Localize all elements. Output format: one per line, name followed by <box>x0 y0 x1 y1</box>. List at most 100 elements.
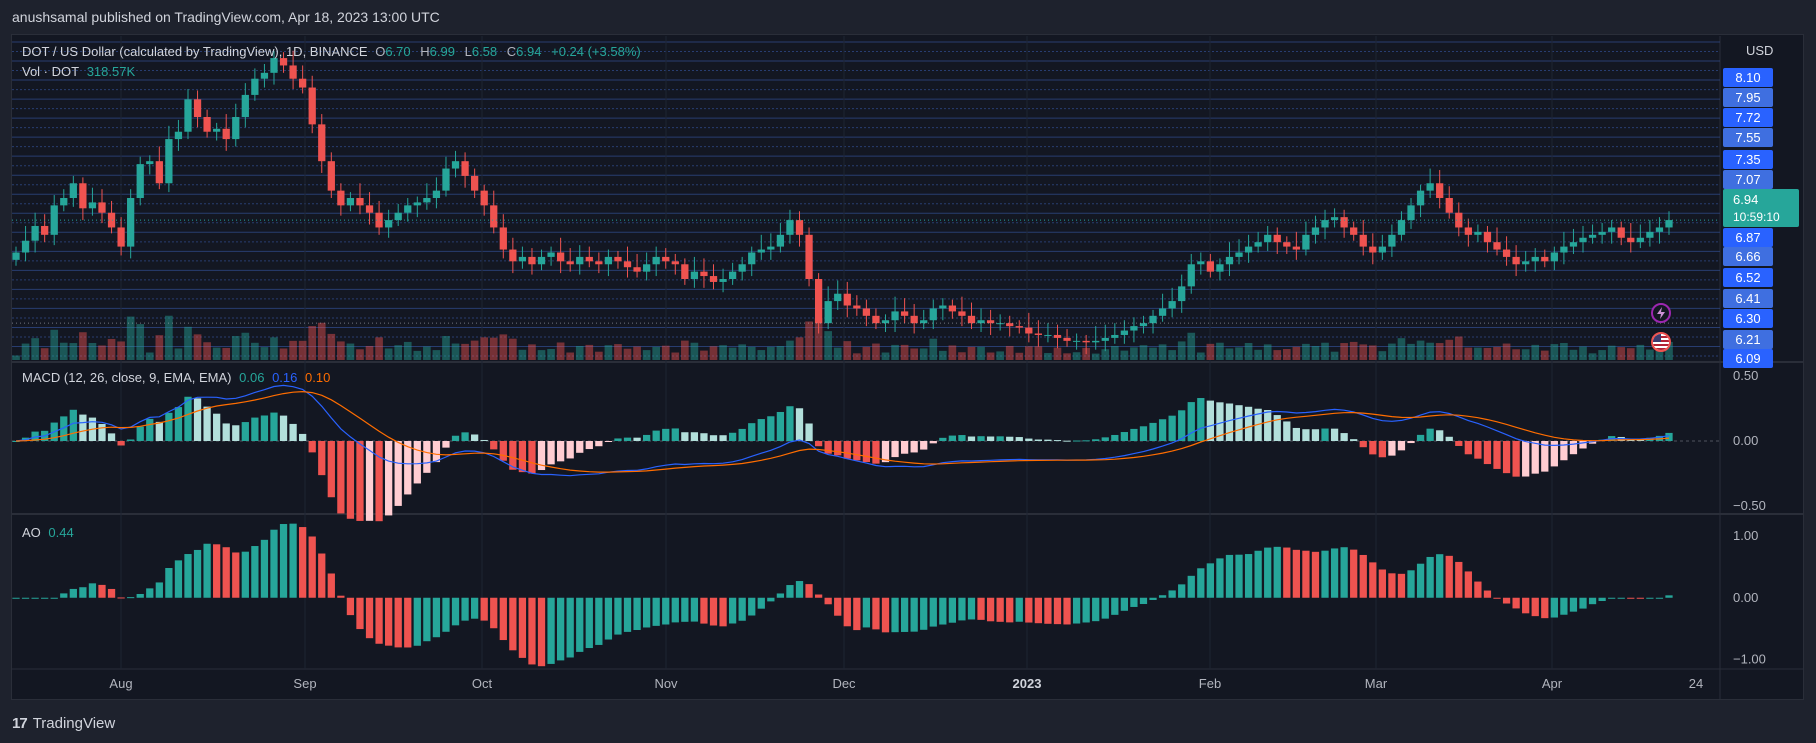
volume-bar <box>1101 349 1110 360</box>
candle-body <box>700 271 708 277</box>
ao-bar <box>595 597 603 645</box>
price-axis-box <box>1723 150 1773 169</box>
candle-body <box>1330 217 1339 221</box>
volume-bar <box>1483 347 1492 360</box>
macd-histogram-bar <box>1436 430 1444 441</box>
ao-bar <box>1130 597 1138 607</box>
macd-histogram-bar <box>709 435 718 441</box>
macd-histogram-bar <box>79 414 87 441</box>
candle-body <box>1426 183 1434 191</box>
x-tick-label: Feb <box>1199 676 1221 691</box>
price-axis-label: 7.72 <box>1735 110 1760 125</box>
volume-bar <box>1579 346 1587 360</box>
price-axis-label: 7.55 <box>1735 130 1760 145</box>
candle-body <box>165 139 173 184</box>
candle-body <box>824 301 832 324</box>
volume-bar <box>1044 353 1052 360</box>
volume-bar <box>757 350 766 360</box>
ao-bar <box>1168 590 1176 598</box>
volume-bar <box>1120 350 1129 360</box>
volume-bar <box>614 344 622 360</box>
ao-bar <box>910 597 918 632</box>
macd-histogram-bar <box>690 432 699 441</box>
macd-histogram-bar <box>193 398 202 441</box>
macd-signal-value: 0.10 <box>305 370 331 385</box>
macd-histogram-bar <box>958 435 966 441</box>
macd-histogram-bar <box>671 428 679 441</box>
lightning-icon[interactable] <box>1651 303 1671 323</box>
price-axis-box <box>1723 289 1773 308</box>
candle-body <box>98 202 106 213</box>
tradingview-brand: TradingView <box>32 715 116 732</box>
candle-body <box>69 183 77 198</box>
volume-bar <box>1225 348 1234 360</box>
macd-histogram-bar <box>509 441 517 470</box>
candle-body <box>1474 231 1482 235</box>
ao-bar <box>1522 597 1530 614</box>
candle-body <box>920 320 928 324</box>
macd-histogram-bar <box>318 441 326 476</box>
ao-bar <box>662 597 670 625</box>
macd-histogram-bar <box>1206 400 1214 441</box>
volume-bar <box>1521 349 1530 360</box>
macd-histogram-bar <box>1426 428 1434 441</box>
candle-body <box>1139 323 1148 327</box>
macd-histogram-bar <box>1292 427 1300 441</box>
ao-bar <box>1006 597 1014 623</box>
ao-bar <box>165 567 173 598</box>
candle-body <box>728 271 737 279</box>
candle-body <box>1617 227 1625 238</box>
ao-bar <box>719 597 727 627</box>
top-bar: anushsamal published on TradingView.com,… <box>0 0 1816 34</box>
volume-bar <box>50 329 59 360</box>
macd-histogram-bar <box>633 437 641 441</box>
volume-bar <box>1158 344 1167 360</box>
ao-bar <box>241 551 249 598</box>
candle-body <box>576 256 584 265</box>
candle-body <box>1053 334 1062 338</box>
candle-body <box>1178 286 1186 302</box>
macd-label[interactable]: MACD (12, 26, close, 9, EMA, EMA) <box>22 370 232 385</box>
ao-bar <box>585 597 593 649</box>
ao-bar <box>728 597 737 624</box>
x-tick-label: Nov <box>654 676 678 691</box>
ao-bar <box>537 597 546 667</box>
volume-bar <box>661 345 670 360</box>
macd-histogram-bar <box>394 441 402 506</box>
candle-body <box>1407 205 1415 221</box>
volume-bar <box>833 347 842 360</box>
volume-bar <box>681 340 689 360</box>
candle-body <box>1302 234 1310 250</box>
price-axis-label: 7.35 <box>1735 152 1760 167</box>
tradingview-logo[interactable]: 17 TradingView <box>12 715 115 732</box>
ao-bar <box>203 543 211 598</box>
macd-histogram-bar <box>1092 439 1100 441</box>
candle-body <box>642 264 651 272</box>
macd-histogram-bar <box>795 408 804 441</box>
price-axis-box <box>1723 128 1773 147</box>
volume-bar <box>1349 341 1358 360</box>
ao-bar <box>79 587 87 598</box>
macd-histogram-bar <box>805 423 813 441</box>
ao-bar <box>633 597 641 631</box>
candle-body <box>958 311 966 316</box>
volume-label[interactable]: Vol · DOT <box>22 64 80 79</box>
volume-legend: Vol · DOT 318.57K <box>22 64 139 79</box>
macd-histogram-bar <box>681 432 689 441</box>
ao-bar <box>824 597 832 605</box>
candle-body <box>1015 326 1023 328</box>
price-axis-box <box>1723 330 1773 349</box>
volume-bar <box>700 350 708 360</box>
macd-histogram-bar <box>1130 428 1138 441</box>
us-flag-icon[interactable] <box>1651 332 1671 352</box>
symbol-title[interactable]: DOT / US Dollar (calculated by TradingVi… <box>22 44 368 59</box>
ao-label[interactable]: AO <box>22 525 41 540</box>
macd-histogram-bar <box>1407 441 1415 444</box>
candle-body <box>719 279 727 282</box>
macd-histogram-bar <box>939 437 947 441</box>
candle-body <box>375 212 383 228</box>
volume-bar <box>1454 336 1463 360</box>
macd-histogram-bar <box>948 435 957 441</box>
ao-bar <box>107 588 116 598</box>
